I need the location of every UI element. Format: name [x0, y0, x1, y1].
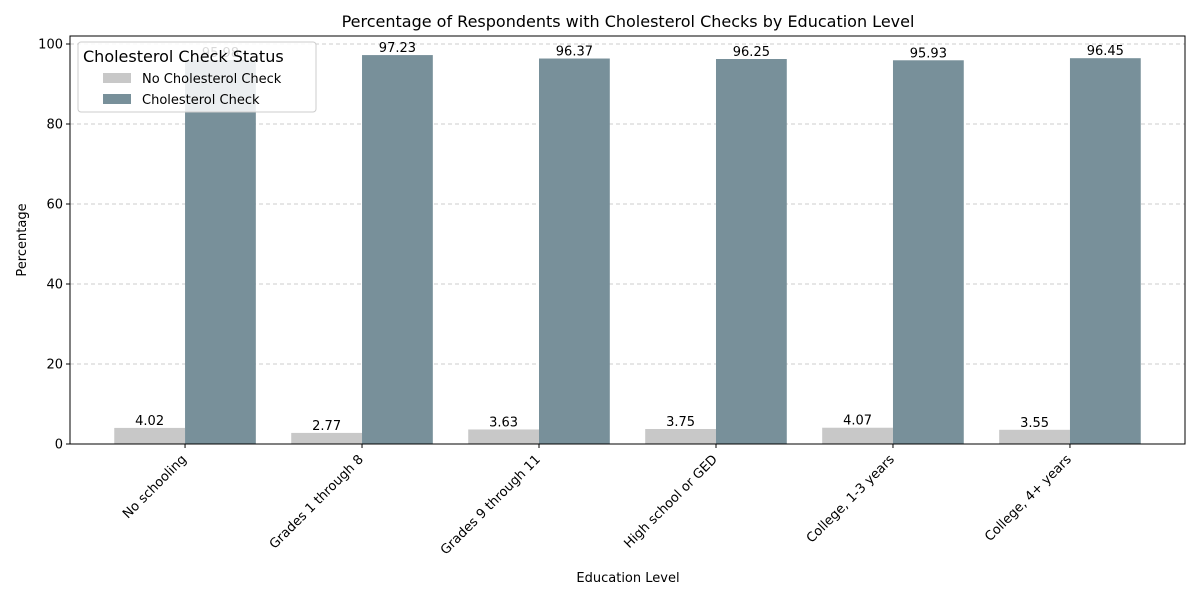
data-label: 3.75: [666, 415, 695, 430]
y-tick-label: 60: [46, 198, 63, 213]
bar: [362, 55, 433, 445]
data-label: 97.23: [379, 41, 416, 56]
bars: [114, 55, 1141, 445]
data-label: 96.45: [1087, 44, 1124, 59]
legend-title: Cholesterol Check Status: [83, 47, 284, 66]
bar: [539, 58, 610, 445]
x-tick-label: Grades 9 through 11: [438, 452, 544, 558]
bar: [468, 429, 540, 444]
x-tick-label: Grades 1 through 8: [267, 452, 367, 552]
y-tick-label: 100: [38, 38, 63, 53]
x-tick-label: College, 4+ years: [982, 452, 1075, 545]
y-tick-label: 40: [46, 278, 63, 293]
x-axis-label: Education Level: [576, 571, 679, 586]
data-label: 4.07: [843, 414, 872, 429]
bar: [822, 427, 893, 444]
y-tick-label: 0: [55, 438, 63, 453]
y-tick-label: 20: [46, 358, 63, 373]
legend-box: [77, 41, 317, 113]
legend-swatch-no-check: [103, 73, 131, 83]
data-label: 3.55: [1020, 416, 1049, 431]
data-label: 3.63: [489, 415, 518, 430]
legend-label-check: Cholesterol Check: [142, 93, 260, 108]
data-label: 4.02: [135, 414, 164, 429]
data-label: 95.93: [910, 46, 947, 61]
legend-label-no-check: No Cholesterol Check: [142, 72, 282, 87]
plot-frame: [69, 35, 1186, 445]
bar: [1069, 58, 1141, 444]
x-tick-label: No schooling: [120, 452, 190, 522]
bar: [645, 429, 716, 444]
y-axis: 0 20 40 60 80 100: [38, 38, 70, 453]
bar: [999, 429, 1070, 444]
bar: [114, 427, 186, 444]
data-label: 96.37: [556, 45, 593, 60]
bar: [715, 59, 787, 444]
x-tick-label: High school or GED: [621, 452, 720, 551]
y-axis-label: Percentage: [15, 203, 30, 276]
legend-swatch-check: [103, 94, 131, 104]
legend: Cholesterol Check Status No Cholesterol …: [77, 41, 317, 113]
x-tick-label: College, 1-3 years: [804, 452, 898, 546]
data-label: 2.77: [312, 419, 341, 434]
bar: [185, 60, 256, 445]
bar: [291, 432, 363, 444]
bar: [892, 60, 964, 444]
y-tick-label: 80: [46, 118, 63, 133]
data-label: 96.25: [733, 45, 770, 60]
x-axis: No schooling Grades 1 through 8 Grades 9 t…: [120, 444, 1075, 558]
chart-title: Percentage of Respondents with Cholester…: [342, 12, 915, 31]
